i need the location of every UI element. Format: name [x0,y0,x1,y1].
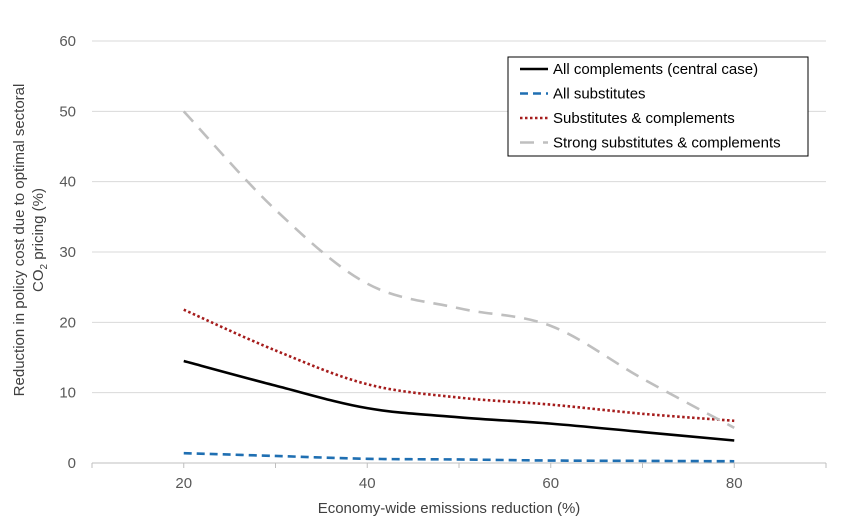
y-axis-tick-labels: 0 10 20 30 40 50 60 [59,33,76,472]
x-tick-label: 40 [359,475,376,492]
legend-box [507,56,809,157]
x-axis-tick-labels: 20 40 60 80 [175,475,742,492]
series-line-3 [183,308,735,423]
y-axis-title-line1: Reduction in policy cost due to optimal … [11,84,28,397]
y-axis-title-line2: CO2 pricing (%) [30,188,50,292]
gridlines [92,40,826,394]
y-tick-label: 10 [59,385,76,402]
y-tick-label: 60 [59,33,76,50]
series-line-1 [183,359,735,442]
y-tick-label: 0 [68,455,76,472]
x-tick-label: 60 [542,475,559,492]
legend-label: Substitutes & complements [553,110,735,127]
x-tick-label: 20 [175,475,192,492]
legend-label: Strong substitutes & complements [553,135,781,152]
legend-label: All substitutes [553,86,646,103]
y-tick-label: 30 [59,244,76,261]
x-axis-title: Economy-wide emissions reduction (%) [318,500,581,517]
y-axis-title: Reduction in policy cost due to optimal … [11,84,50,397]
y-tick-label: 50 [59,103,76,120]
legend-label: All complements (central case) [553,61,758,78]
y-tick-label: 40 [59,174,76,191]
series-lines [182,110,735,463]
series-line-2 [183,451,735,463]
legend: All complements (central case) All substi… [507,56,809,157]
y-tick-label: 20 [59,314,76,331]
x-tick-label: 80 [726,475,743,492]
x-axis [91,462,827,468]
series-line-4 [182,110,735,429]
